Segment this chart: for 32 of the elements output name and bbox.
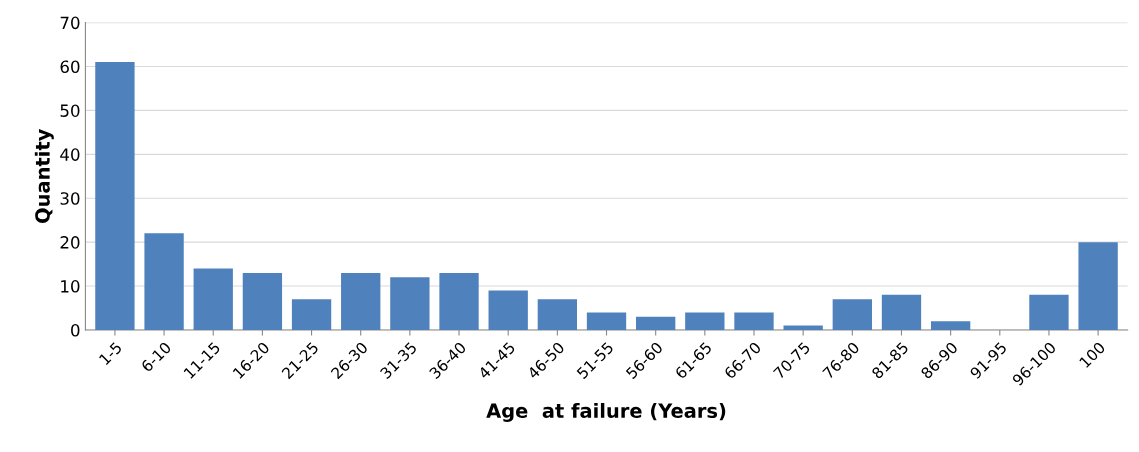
bar xyxy=(291,299,332,330)
bar xyxy=(783,325,823,330)
bar xyxy=(1029,294,1069,330)
y-tick-label: 70 xyxy=(60,16,80,30)
bar xyxy=(685,312,725,330)
bar xyxy=(144,233,184,330)
y-tick-label: 30 xyxy=(60,192,80,205)
y-tick-label: 10 xyxy=(61,280,80,293)
x-tick-label: 1-5 xyxy=(98,341,123,366)
y-tick-label: 60 xyxy=(60,60,80,74)
bar xyxy=(734,312,774,330)
bar xyxy=(341,272,381,330)
y-tick-label: 50 xyxy=(60,104,80,117)
bar xyxy=(439,272,479,330)
y-tick-label: 0 xyxy=(71,323,80,337)
bar xyxy=(881,294,922,330)
y-axis-title: Quantity xyxy=(34,129,54,223)
bar xyxy=(95,62,135,330)
bar xyxy=(636,316,676,330)
bar xyxy=(832,299,872,330)
x-tick-label: 100 xyxy=(1078,341,1106,369)
bar xyxy=(488,290,528,330)
bar xyxy=(586,312,627,330)
bar xyxy=(1078,242,1118,330)
y-tick-label: 20 xyxy=(60,236,80,249)
bar xyxy=(242,272,283,330)
bar xyxy=(193,268,233,330)
bar xyxy=(930,321,971,330)
bar xyxy=(390,277,430,330)
x-axis-title: Age at failure (Years) xyxy=(486,402,726,422)
y-tick-label: 40 xyxy=(60,148,80,161)
bar xyxy=(537,299,578,330)
